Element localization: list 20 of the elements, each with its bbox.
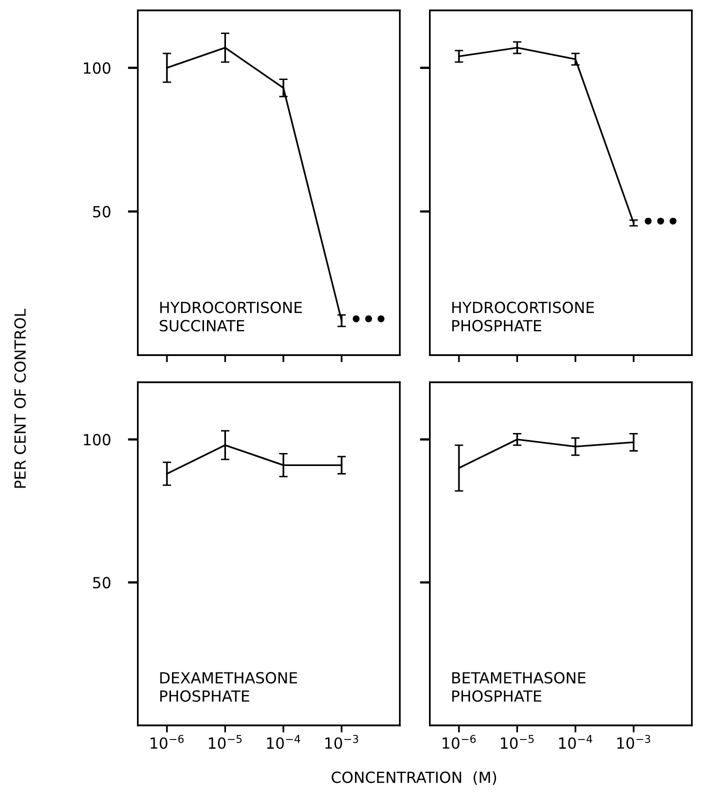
y-tick-label: 100 bbox=[84, 434, 110, 446]
y-tick-label: 100 bbox=[84, 62, 110, 74]
text: DEXAMETHASONE PHOSPHATE bbox=[160, 672, 298, 702]
x-tick-label: 10$^{−4}$ bbox=[267, 735, 300, 749]
y-axis-title: PER CENT OF CONTROL bbox=[14, 308, 26, 488]
text: HYDROCORTISONE SUCCINATE bbox=[160, 302, 302, 332]
x-tick-label: 10$^{−5}$ bbox=[208, 735, 242, 749]
x-tick-label: 10$^{−4}$ bbox=[559, 735, 592, 749]
annotation: ••• bbox=[644, 218, 676, 225]
y-tick-label: 50 bbox=[93, 206, 110, 218]
x-tick-label: 10$^{−6}$ bbox=[150, 734, 184, 749]
text: BETAMETHASONE PHOSPHATE bbox=[452, 672, 586, 702]
x-tick-label: 10$^{−6}$ bbox=[442, 734, 476, 749]
x-axis-title: CONCENTRATION (M) bbox=[332, 771, 496, 785]
x-tick-label: 10$^{−3}$ bbox=[617, 734, 650, 749]
x-tick-label: 10$^{−5}$ bbox=[500, 735, 534, 749]
text: HYDROCORTISONE PHOSPHATE bbox=[452, 302, 594, 332]
annotation: ••• bbox=[352, 315, 384, 322]
y-tick-label: 50 bbox=[93, 576, 110, 588]
x-tick-label: 10$^{−3}$ bbox=[325, 734, 358, 749]
